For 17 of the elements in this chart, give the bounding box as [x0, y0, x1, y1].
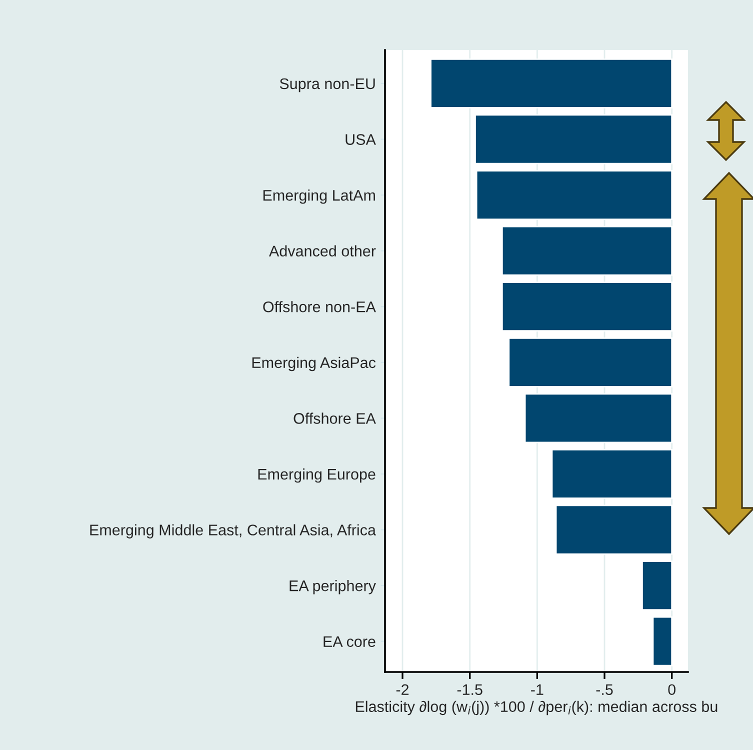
y-tick-label: EA periphery [290, 580, 376, 594]
x-axis-title: Elasticity ∂log (w$_{i}$(j)) *100 / ∂per$_{i}$(k): median across bu [356, 700, 718, 716]
y-tick-label: Advanced other [268, 245, 376, 257]
y-tick-label: EA core [324, 636, 376, 648]
y-tick-label: Supra non-EU [280, 78, 375, 92]
y-tick-label: USA [346, 134, 376, 145]
y-tick-label: Emerging LatAm [263, 190, 375, 204]
x-tick-label: 0 [668, 684, 676, 696]
y-tick-label: Emerging Middle East, Central Asia, Africa [90, 524, 376, 538]
x-tick-label: -2 [396, 684, 409, 695]
y-tick-label: Offshore EA [294, 412, 376, 424]
y-tick-label: Emerging AsiaPac [252, 356, 376, 372]
y-tick-label: Emerging Europe [258, 468, 376, 483]
x-tick-label: -1 [531, 684, 544, 695]
x-tick-label: -.5 [596, 684, 613, 696]
x-tick-label: -1.5 [457, 684, 482, 696]
y-tick-label: Offshore non-EA [263, 301, 376, 312]
